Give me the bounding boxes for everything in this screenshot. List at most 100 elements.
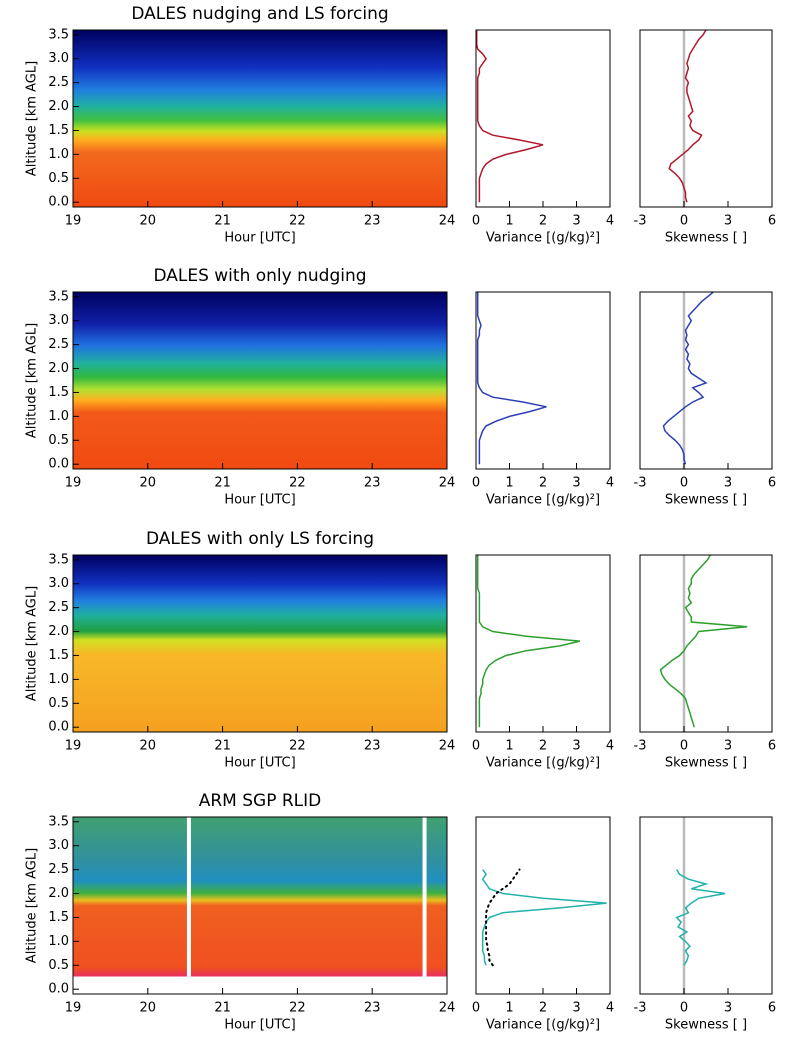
y-tick-label: 0.5 xyxy=(48,958,69,973)
x-tick-label: 24 xyxy=(439,476,456,491)
chart-title: ARM SGP RLID xyxy=(199,791,322,811)
plot-frame xyxy=(72,29,448,208)
y-tick-label: 0.5 xyxy=(48,171,69,186)
x-tick-label: 3 xyxy=(724,214,732,229)
y-tick-label: 1.5 xyxy=(48,385,69,400)
data-gap xyxy=(422,817,427,994)
y-axis-label: Altitude [km AGL] xyxy=(25,848,40,963)
y-tick-label: 2.5 xyxy=(48,862,69,877)
x-tick-label: 3 xyxy=(572,214,580,229)
x-tick-label: 0 xyxy=(680,476,688,491)
y-tick-label: 1.0 xyxy=(48,934,69,949)
x-tick-label: 21 xyxy=(214,214,231,229)
x-tick-label: 22 xyxy=(289,214,306,229)
x-tick-label: 19 xyxy=(65,214,82,229)
plot-frame xyxy=(72,291,448,470)
x-tick-label: 24 xyxy=(439,739,456,754)
x-tick-label: 23 xyxy=(364,476,381,491)
x-tick-label: 0 xyxy=(680,739,688,754)
x-tick-label: 22 xyxy=(289,739,306,754)
y-tick-label: 3.5 xyxy=(48,27,69,42)
x-axis-label: Hour [UTC] xyxy=(224,756,295,771)
x-tick-label: 3 xyxy=(724,739,732,754)
y-tick-label: 0.0 xyxy=(48,195,69,210)
x-axis-label: Variance [(g/kg)²] xyxy=(486,756,600,771)
x-tick-label: 3 xyxy=(572,1001,580,1016)
y-tick-label: 2.0 xyxy=(48,99,69,114)
x-tick-label: 21 xyxy=(214,476,231,491)
x-tick-label: 6 xyxy=(768,1001,776,1016)
profile-line xyxy=(675,869,726,966)
x-tick-label: 3 xyxy=(572,476,580,491)
x-tick-label: 4 xyxy=(606,214,614,229)
x-tick-label: 4 xyxy=(606,1001,614,1016)
y-tick-label: 2.0 xyxy=(48,886,69,901)
x-axis-label: Skewness [ ] xyxy=(665,1018,747,1033)
y-tick-label: 2.0 xyxy=(48,624,69,639)
plot-frame xyxy=(639,291,773,470)
x-tick-label: 0 xyxy=(472,739,480,754)
y-tick-label: 0.0 xyxy=(48,720,69,735)
x-tick-label: 19 xyxy=(65,476,82,491)
x-tick-label: 4 xyxy=(606,476,614,491)
y-tick-label: 1.5 xyxy=(48,910,69,925)
profile-line xyxy=(476,292,547,465)
x-tick-label: 3 xyxy=(724,1001,732,1016)
x-axis-label: Variance [(g/kg)²] xyxy=(486,231,600,246)
x-tick-label: 19 xyxy=(65,739,82,754)
plot-frame xyxy=(72,554,448,733)
x-axis-label: Hour [UTC] xyxy=(224,493,295,508)
heatmap-image xyxy=(73,30,447,207)
y-tick-label: 1.5 xyxy=(48,648,69,663)
y-tick-label: 2.5 xyxy=(48,75,69,90)
x-tick-label: 6 xyxy=(768,739,776,754)
y-tick-label: 3.0 xyxy=(48,576,69,591)
x-tick-label: 20 xyxy=(140,214,157,229)
y-tick-label: 3.5 xyxy=(48,552,69,567)
x-tick-label: -3 xyxy=(634,476,647,491)
heatmap-image xyxy=(73,817,447,994)
x-tick-label: 2 xyxy=(539,214,547,229)
x-tick-label: 2 xyxy=(539,1001,547,1016)
x-tick-label: -3 xyxy=(634,739,647,754)
data-gap xyxy=(186,817,191,994)
x-tick-label: 0 xyxy=(472,476,480,491)
chart-title: DALES nudging and LS forcing xyxy=(131,4,388,24)
x-tick-label: 24 xyxy=(439,214,456,229)
profile-line xyxy=(475,30,544,203)
plot-frame xyxy=(639,29,773,208)
heatmap-image xyxy=(73,292,447,469)
y-tick-label: 0.0 xyxy=(48,457,69,472)
x-tick-label: 0 xyxy=(680,1001,688,1016)
y-tick-label: 1.0 xyxy=(48,409,69,424)
y-axis-label: Altitude [km AGL] xyxy=(25,61,40,176)
x-axis-label: Skewness [ ] xyxy=(665,756,747,771)
x-tick-label: 24 xyxy=(439,1001,456,1016)
y-tick-label: 0.0 xyxy=(48,982,69,997)
x-tick-label: 3 xyxy=(724,476,732,491)
y-tick-label: 1.0 xyxy=(48,147,69,162)
heatmap-image xyxy=(73,555,447,732)
x-tick-label: 20 xyxy=(140,1001,157,1016)
x-tick-label: -3 xyxy=(634,214,647,229)
x-tick-label: 1 xyxy=(505,1001,513,1016)
y-axis-label: Altitude [km AGL] xyxy=(25,323,40,438)
x-tick-label: -3 xyxy=(634,1001,647,1016)
y-tick-label: 3.0 xyxy=(48,51,69,66)
profile-line xyxy=(485,868,521,967)
y-tick-label: 3.0 xyxy=(48,838,69,853)
x-tick-label: 23 xyxy=(364,214,381,229)
x-tick-label: 6 xyxy=(768,214,776,229)
profile-line xyxy=(481,869,607,966)
y-tick-label: 2.0 xyxy=(48,361,69,376)
x-axis-label: Variance [(g/kg)²] xyxy=(486,493,600,508)
x-tick-label: 2 xyxy=(539,739,547,754)
x-tick-label: 22 xyxy=(289,1001,306,1016)
x-axis-label: Skewness [ ] xyxy=(665,231,747,246)
y-tick-label: 1.5 xyxy=(48,123,69,138)
x-tick-label: 6 xyxy=(768,476,776,491)
y-tick-label: 0.5 xyxy=(48,433,69,448)
plot-frame xyxy=(475,554,611,733)
x-tick-label: 19 xyxy=(65,1001,82,1016)
y-tick-label: 3.5 xyxy=(48,814,69,829)
